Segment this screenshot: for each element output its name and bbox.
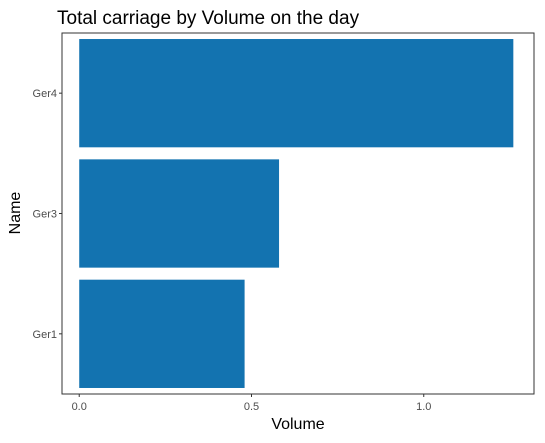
- bar-ger4: [79, 39, 514, 148]
- y-tick-label: Ger3: [33, 209, 57, 221]
- x-tick-label: 1.0: [416, 401, 431, 413]
- x-axis: 0.0 0.5 1.0: [72, 394, 431, 413]
- bar-ger1: [79, 279, 245, 388]
- y-tick-label: Ger4: [33, 88, 57, 100]
- x-tick-label: 0.5: [244, 401, 259, 413]
- chart-title: Total carriage by Volume on the day: [57, 8, 360, 29]
- y-tick-label: Ger1: [33, 329, 57, 341]
- bar-ger3: [79, 159, 280, 268]
- bars-group: [79, 39, 514, 388]
- y-axis: Ger1 Ger3 Ger4: [33, 88, 62, 341]
- y-axis-label: Name: [7, 192, 24, 235]
- x-tick-label: 0.0: [72, 401, 87, 413]
- x-axis-label: Volume: [271, 416, 324, 433]
